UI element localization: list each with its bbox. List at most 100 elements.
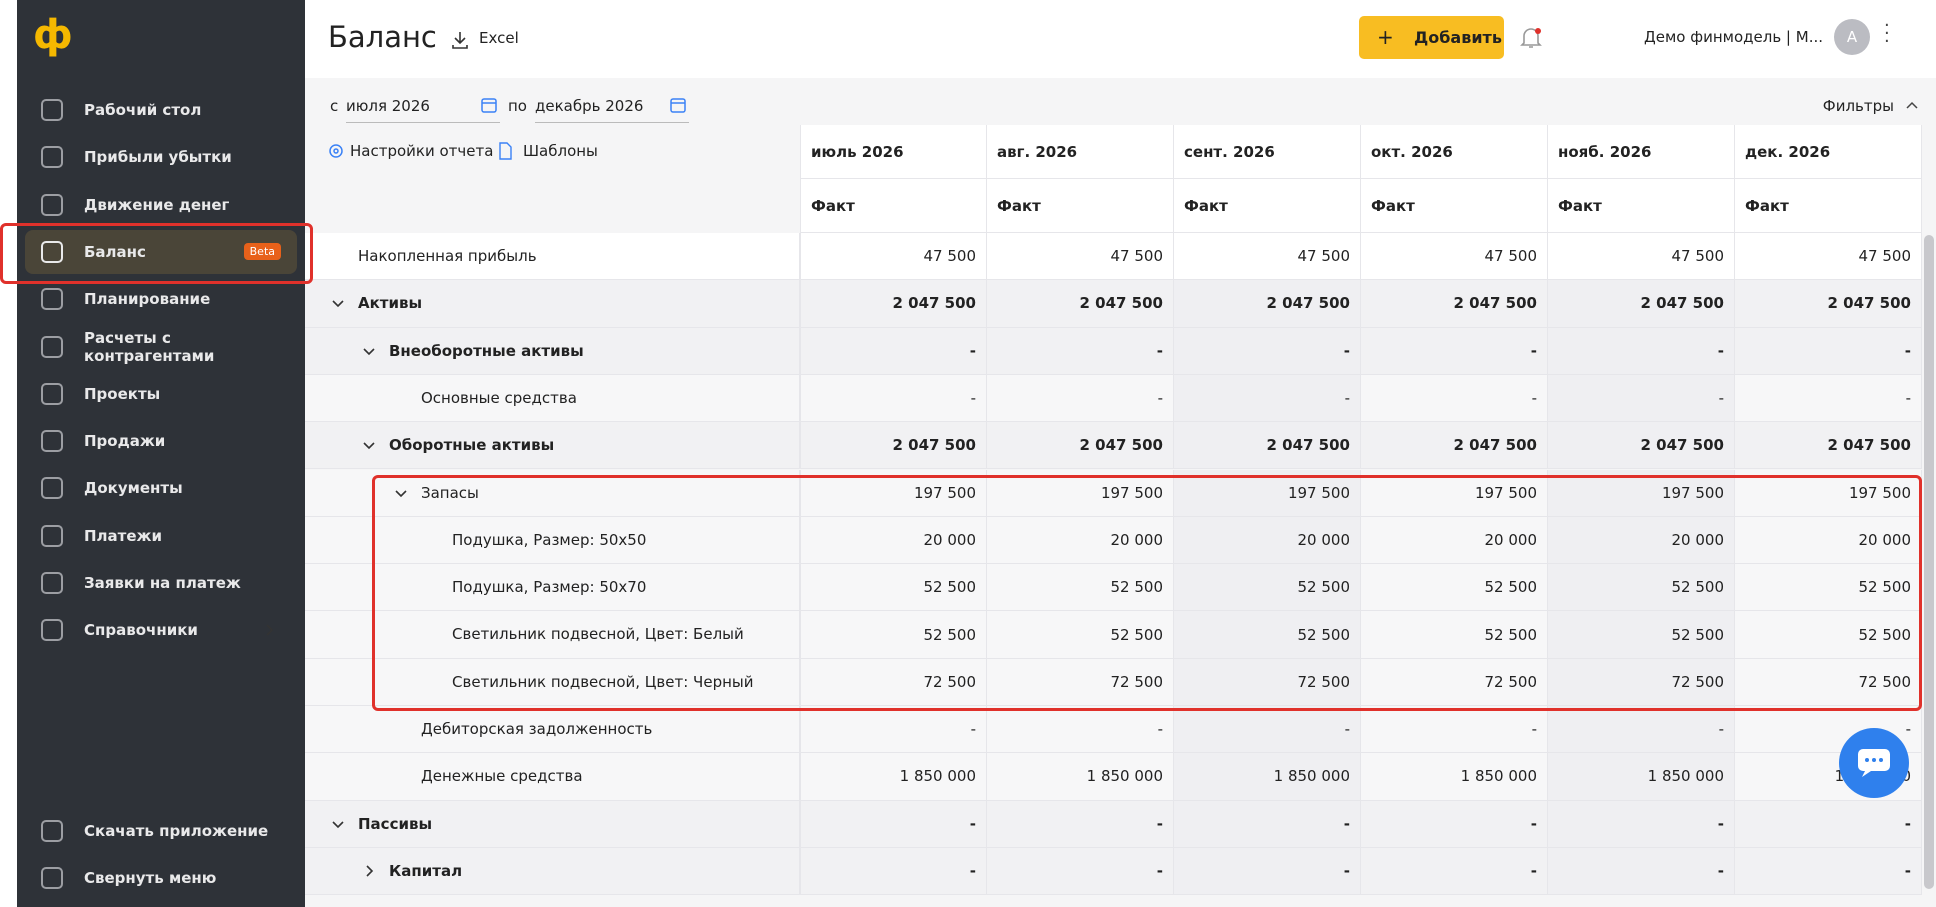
value-cell: 72 500 — [800, 658, 987, 706]
value-cell: - — [1735, 374, 1922, 423]
expand-chevron[interactable] — [331, 296, 345, 310]
sidebar-icon — [41, 146, 63, 169]
expand-chevron[interactable] — [362, 344, 376, 358]
sidebar-item[interactable]: Заявки на платеж — [17, 561, 305, 605]
chat-button[interactable] — [1839, 728, 1909, 798]
value-cell: 72 500 — [1548, 658, 1735, 706]
value-cell: 1 850 000 — [1548, 753, 1735, 801]
value-cell: - — [1174, 327, 1361, 375]
filters-toggle[interactable]: Фильтры — [1822, 97, 1894, 115]
label-cell: Светильник подвесной, Цвет: Белый — [305, 611, 800, 659]
value-cell: 52 500 — [1361, 564, 1548, 612]
value-cell: - — [800, 800, 987, 848]
sidebar-icon — [41, 430, 63, 453]
value-cell: 52 500 — [1548, 611, 1735, 659]
sidebar-item[interactable]: Планирование — [17, 277, 305, 321]
account-name[interactable]: Демо финмодель | М... — [1644, 28, 1823, 46]
sidebar-label: Проекты — [84, 384, 161, 403]
value-cell: 72 500 — [1174, 658, 1361, 706]
value-cell: 2 047 500 — [1361, 280, 1548, 328]
report-settings[interactable]: Настройки отчета — [350, 142, 494, 160]
download-icon[interactable] — [450, 30, 470, 50]
expand-chevron[interactable] — [394, 486, 408, 500]
sidebar-item[interactable]: Платежи — [17, 514, 305, 558]
value-cell: - — [1174, 847, 1361, 896]
sidebar-item[interactable]: Справочники — [17, 608, 305, 652]
row-label: Дебиторская задолженность — [421, 720, 653, 738]
sidebar-label: Документы — [84, 479, 183, 498]
add-button[interactable]: + Добавить — [1359, 16, 1504, 59]
notifications[interactable] — [1518, 25, 1544, 51]
value-cell: 2 047 500 — [1174, 280, 1361, 328]
value-cell: - — [1735, 847, 1922, 896]
value-cell: 197 500 — [1735, 469, 1922, 517]
value-cell: 72 500 — [987, 658, 1174, 706]
sidebar-label: Прибыли убытки — [84, 148, 232, 167]
sidebar-item[interactable]: Движение денег — [17, 183, 305, 227]
value-cell: - — [987, 327, 1174, 375]
sidebar-icon — [41, 382, 63, 405]
sidebar-footer-item[interactable]: Свернуть меню — [17, 856, 305, 900]
plus-icon: + — [1377, 25, 1394, 49]
sidebar-item[interactable]: Проекты — [17, 372, 305, 416]
value-cell: 1 850 000 — [800, 753, 987, 801]
value-cell: 2 047 500 — [987, 280, 1174, 328]
more-menu[interactable]: · · · — [1884, 15, 1890, 52]
row-label: Внеоборотные активы — [389, 341, 584, 360]
value-cell: - — [1361, 706, 1548, 754]
label-cell: Светильник подвесной, Цвет: Черный — [305, 658, 800, 706]
value-cell: - — [1361, 847, 1548, 896]
sidebar-label: Продажи — [84, 432, 166, 451]
expand-chevron[interactable] — [331, 817, 345, 831]
expand-chevron[interactable] — [262, 623, 276, 637]
sidebar-icon — [41, 99, 63, 121]
sidebar-item[interactable]: Документы — [17, 466, 305, 510]
doc-icon — [499, 142, 512, 160]
value-cell: 72 500 — [1361, 658, 1548, 706]
value-cell: - — [1361, 327, 1548, 375]
value-cell: 20 000 — [1735, 516, 1922, 565]
sidebar-item[interactable]: Рабочий стол — [17, 88, 305, 132]
date-from[interactable]: июля 2026 — [346, 92, 500, 123]
sidebar-item[interactable]: Продажи — [17, 419, 305, 463]
value-cell: 2 047 500 — [800, 422, 987, 470]
value-cell: 52 500 — [987, 611, 1174, 659]
label-cell: Внеоборотные активы — [305, 327, 800, 375]
avatar[interactable]: А — [1834, 19, 1870, 55]
templates[interactable]: Шаблоны — [523, 142, 598, 160]
excel-export[interactable]: Excel — [479, 29, 519, 47]
kind-header: Факт — [1361, 179, 1548, 233]
value-cell: 52 500 — [1548, 564, 1735, 612]
sidebar-item[interactable]: Расчеты с контрагентами — [17, 325, 305, 369]
value-cell: 52 500 — [1361, 611, 1548, 659]
value-cell: 52 500 — [1735, 611, 1922, 659]
expand-chevron[interactable] — [362, 438, 376, 452]
kind-header: Факт — [800, 179, 987, 233]
add-button-label: Добавить — [1414, 28, 1502, 47]
scrollbar[interactable] — [1924, 235, 1934, 889]
value-cell: - — [987, 800, 1174, 848]
value-cell: - — [800, 374, 987, 423]
value-cell: 1 850 000 — [1174, 753, 1361, 801]
month-header: авг. 2026 — [987, 125, 1174, 179]
value-cell: - — [1548, 327, 1735, 375]
value-cell: - — [1174, 706, 1361, 754]
row-label: Капитал — [389, 861, 463, 880]
chat-icon — [1858, 749, 1890, 777]
sidebar-label: Платежи — [84, 526, 162, 545]
date-to-value: декабрь 2026 — [535, 97, 644, 115]
value-cell: 47 500 — [800, 233, 987, 281]
value-cell: 20 000 — [1548, 516, 1735, 565]
sidebar-icon — [41, 240, 63, 263]
row-label: Активы — [358, 294, 423, 313]
date-to[interactable]: декабрь 2026 — [535, 92, 689, 123]
sidebar-footer-item[interactable]: Скачать приложение — [17, 809, 305, 853]
sidebar-item[interactable]: Баланс Beta — [25, 229, 297, 274]
value-cell: 52 500 — [1174, 611, 1361, 659]
month-header: дек. 2026 — [1735, 125, 1922, 179]
label-cell: Запасы — [305, 469, 800, 517]
expand-chevron[interactable] — [362, 864, 376, 878]
sidebar-item[interactable]: Прибыли убытки — [17, 135, 305, 179]
value-cell: - — [800, 847, 987, 896]
sidebar-icon — [41, 619, 63, 642]
